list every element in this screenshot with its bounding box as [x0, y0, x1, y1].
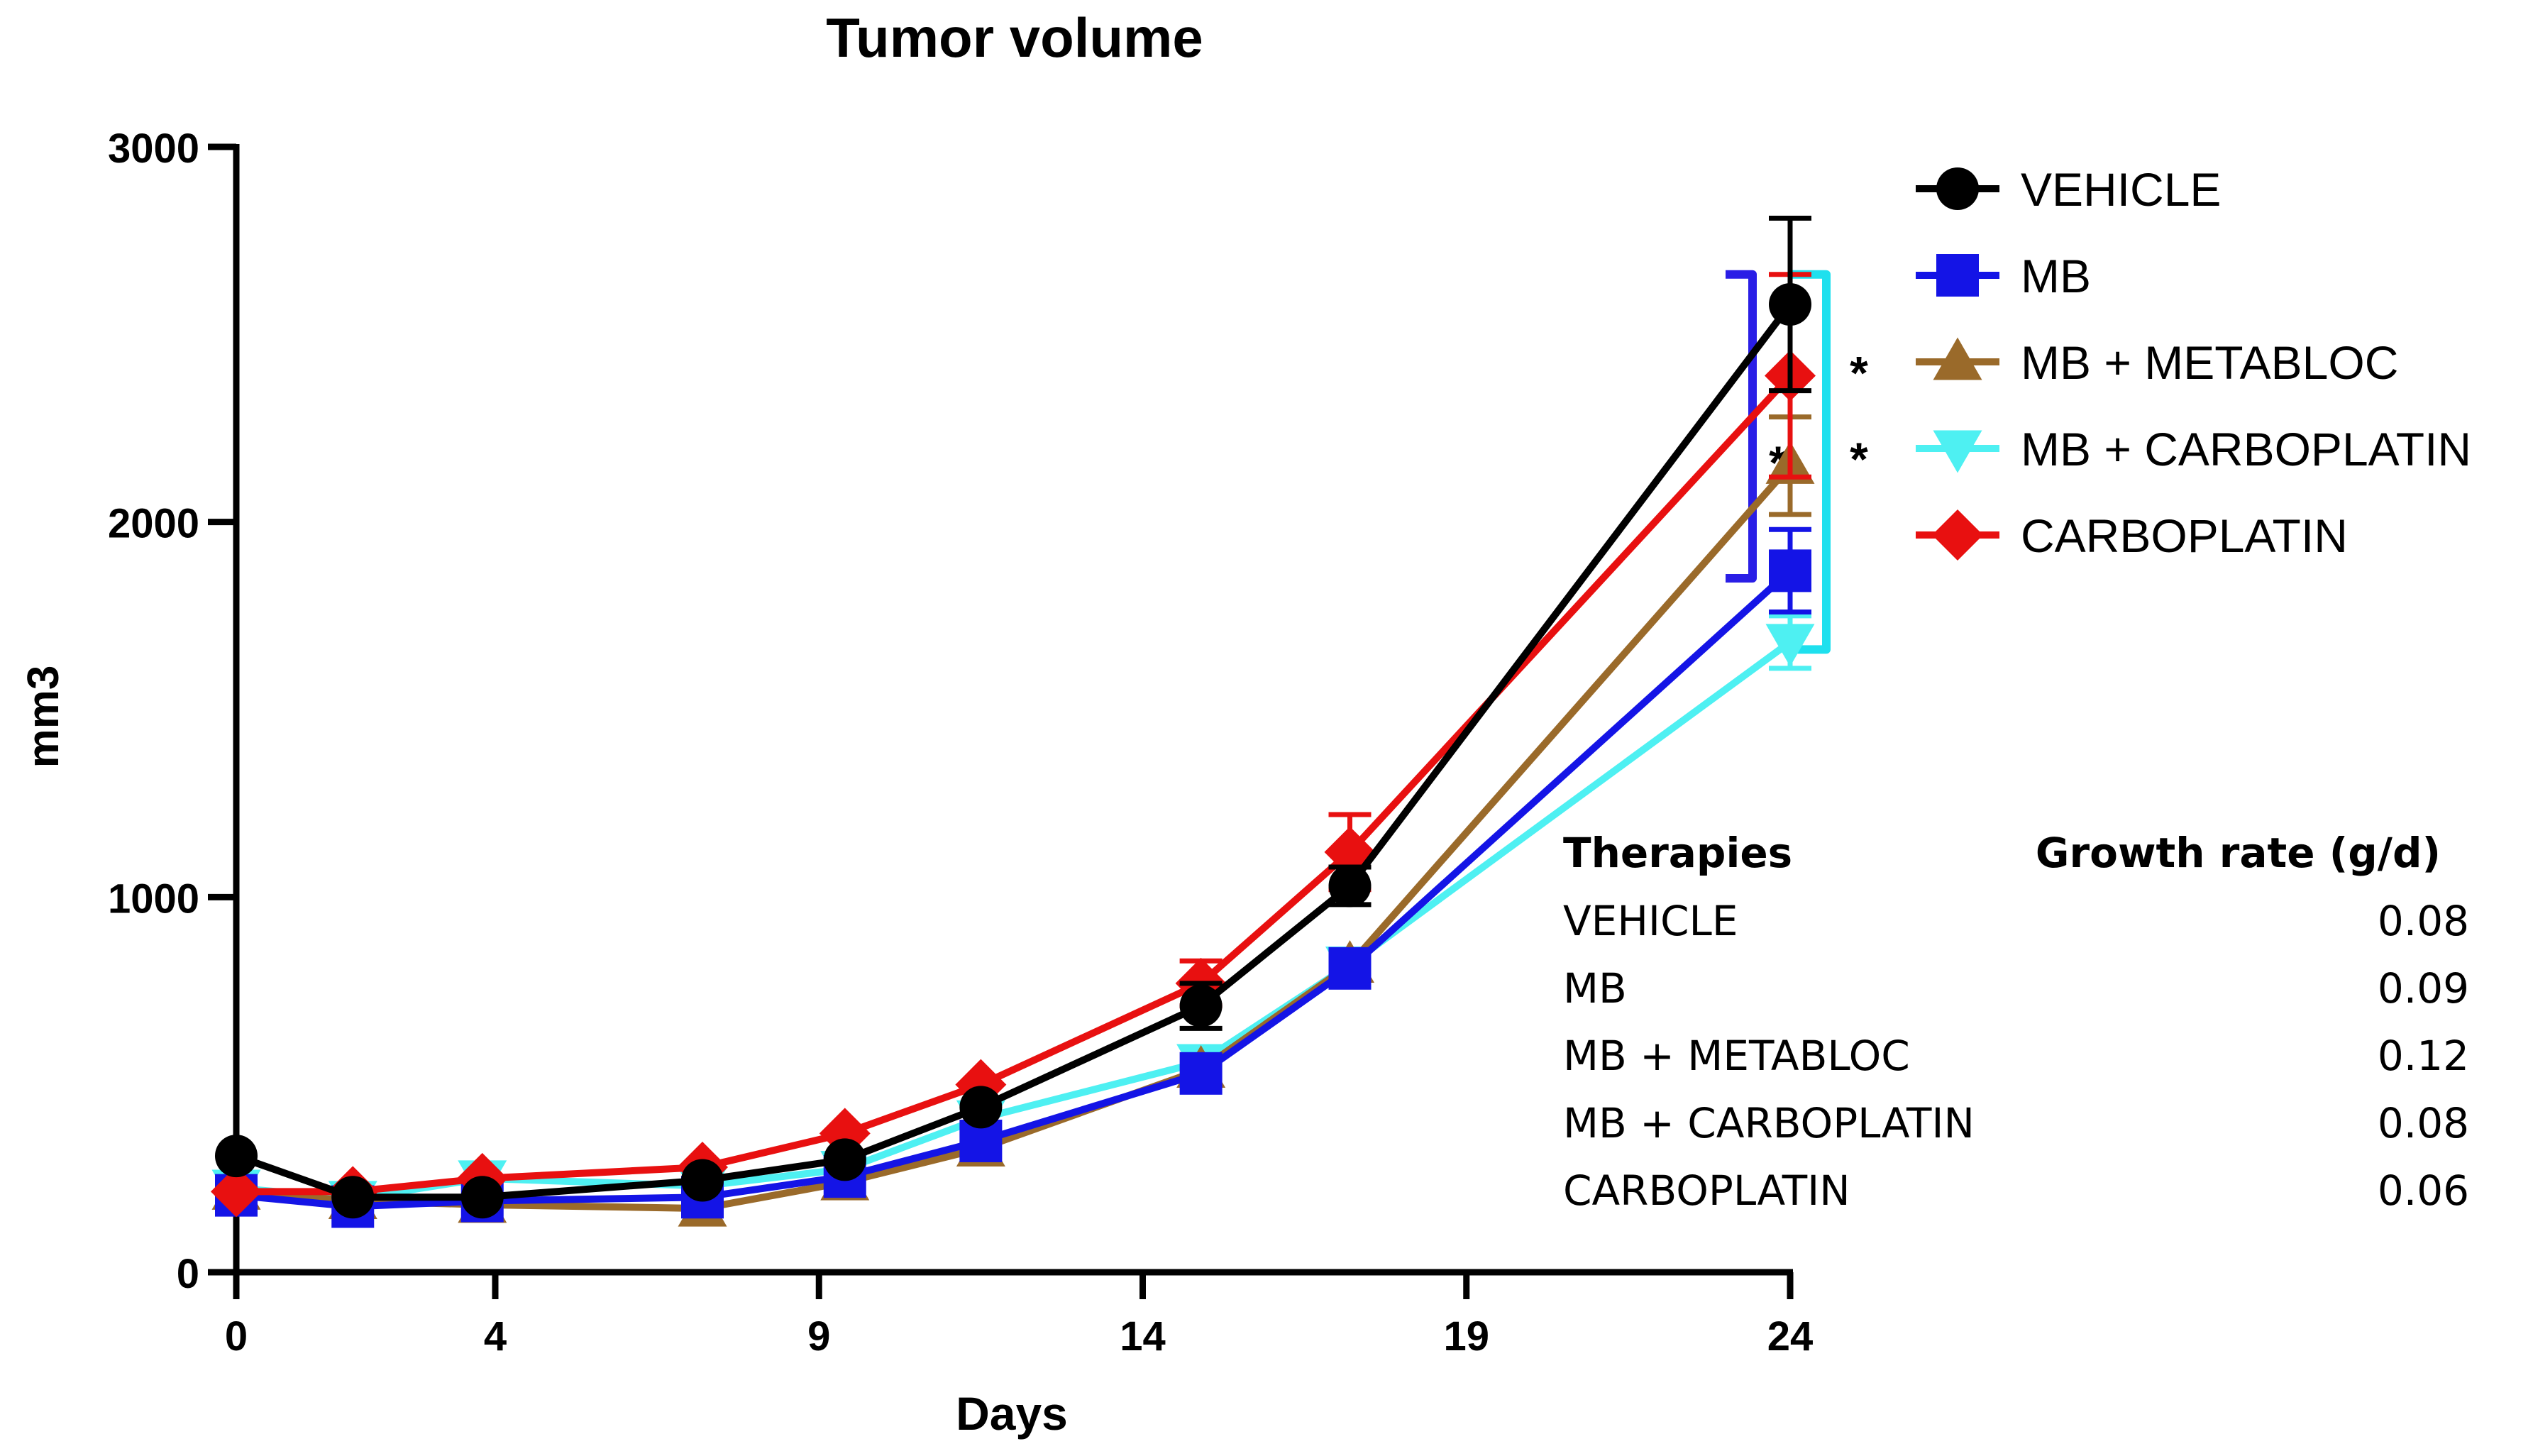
growth-rate-value: 0.12	[2378, 1032, 2469, 1080]
data-point	[1328, 864, 1372, 908]
x-tick-label: 19	[1443, 1313, 1489, 1360]
therapy-name: CARBOPLATIN	[1563, 1167, 1850, 1215]
legend-label: VEHICLE	[2021, 163, 2221, 216]
significance-star: *	[1850, 346, 1868, 399]
table-row: MB + CARBOPLATIN 0.08	[1563, 1099, 2469, 1147]
growth-rate-table: Therapies Growth rate (g/d) VEHICLE 0.08 MB 0…	[1563, 829, 2469, 1215]
data-point	[331, 1176, 375, 1219]
x-tick-label: 0	[225, 1313, 248, 1360]
legend-marker	[1933, 430, 1982, 473]
therapy-name: VEHICLE	[1563, 897, 1738, 945]
series-line	[236, 463, 1793, 1213]
table-row: MB 0.09	[1563, 964, 2469, 1013]
data-point	[1328, 947, 1372, 990]
data-point	[1769, 283, 1811, 326]
table-row: MB + METABLOC 0.12	[1563, 1032, 2469, 1080]
data-point	[1179, 1052, 1223, 1095]
legend-item: MB	[1916, 250, 2091, 302]
chart-title: Tumor volume	[826, 6, 1203, 69]
legend-item: MB + CARBOPLATIN	[1916, 423, 2471, 475]
legend-marker	[1936, 254, 1979, 297]
legend-label: CARBOPLATIN	[2021, 509, 2348, 562]
growth-rate-value: 0.08	[2378, 897, 2469, 945]
legend: VEHICLE MB MB + METABLOC MB + CARBOPLATIN CA…	[1916, 163, 2471, 562]
x-tick-label: 14	[1120, 1313, 1166, 1360]
y-axis-label: mm3	[19, 666, 68, 768]
table-header-growth-rate: Growth rate (g/d)	[2036, 829, 2441, 877]
legend-marker	[1936, 167, 1979, 210]
series-vehicle	[215, 215, 1811, 1219]
legend-item: CARBOPLATIN	[1916, 509, 2348, 562]
y-tick-label: 0	[177, 1251, 199, 1297]
legend-label: MB	[2021, 250, 2091, 302]
table-header-therapies: Therapies	[1563, 829, 1792, 877]
therapy-name: MB	[1563, 964, 1627, 1013]
x-tick-label: 4	[484, 1313, 507, 1360]
significance-star: *	[1850, 433, 1868, 485]
legend-item: VEHICLE	[1916, 163, 2221, 216]
data-point	[215, 1135, 258, 1178]
x-tick-label: 9	[807, 1313, 830, 1360]
table-row: VEHICLE 0.08	[1563, 897, 2469, 945]
y-tick-label: 3000	[108, 126, 199, 172]
growth-rate-value: 0.06	[2378, 1167, 2469, 1215]
legend-label: MB + CARBOPLATIN	[2021, 423, 2471, 475]
therapy-name: MB + CARBOPLATIN	[1563, 1099, 1975, 1147]
data-point	[460, 1176, 504, 1219]
data-point	[1765, 624, 1815, 667]
legend-item: MB + METABLOC	[1916, 336, 2398, 389]
x-tick-label: 24	[1767, 1313, 1814, 1360]
data-point	[1769, 549, 1811, 592]
data-point	[959, 1086, 1003, 1129]
data-point	[681, 1159, 724, 1202]
therapy-name: MB + METABLOC	[1563, 1032, 1910, 1080]
bracket-mb	[1726, 270, 1757, 583]
series-line	[235, 302, 1793, 1201]
x-axis-label: Days	[956, 1387, 1068, 1440]
data-point	[1179, 984, 1223, 1027]
growth-rate-value: 0.08	[2378, 1099, 2469, 1147]
legend-marker	[1933, 337, 1982, 380]
y-tick-label: 2000	[108, 501, 199, 547]
y-tick-label: 1000	[108, 876, 199, 922]
data-point	[211, 1166, 262, 1218]
axes: 0 1000 2000 3000 0 4 9 14 19 24	[108, 126, 1813, 1360]
growth-rate-value: 0.09	[2378, 964, 2469, 1013]
legend-label: MB + METABLOC	[2021, 336, 2398, 389]
legend-marker	[1932, 509, 1983, 561]
table-row: CARBOPLATIN 0.06	[1563, 1167, 2469, 1215]
series-layer	[211, 215, 1816, 1228]
data-point	[823, 1138, 866, 1181]
